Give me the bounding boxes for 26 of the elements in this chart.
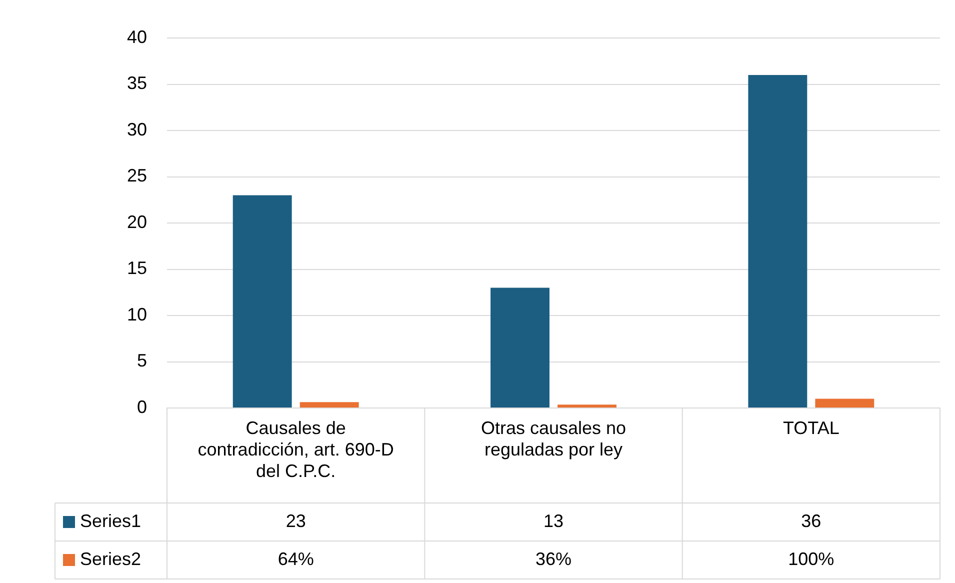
y-tick-label: 30	[126, 119, 147, 140]
y-tick-label: 10	[126, 304, 147, 324]
data-label: 100%	[788, 548, 834, 569]
y-tick-label: 35	[126, 73, 147, 94]
y-tick-label: 15	[126, 258, 147, 278]
x-tick-label: Otras causales no reguladas por ley	[480, 418, 626, 460]
x-tick-label: TOTAL	[782, 418, 840, 438]
x-tick-label: Causales de contradicción, art. 690-D del C.P.C.	[198, 418, 394, 481]
legend-label: Series1	[80, 510, 142, 531]
bar	[300, 402, 359, 408]
bar	[490, 288, 550, 408]
y-tick-label: 0	[136, 396, 147, 417]
data-label: 64%	[278, 548, 314, 569]
y-tick-label: 20	[126, 212, 147, 232]
y-tick-label: 5	[136, 350, 147, 371]
y-tick-label: 40	[126, 26, 147, 47]
y-tick-label: 25	[126, 166, 147, 186]
legend-label: Series2	[80, 548, 142, 569]
data-label: 13	[543, 510, 564, 531]
data-label: 36	[801, 510, 822, 531]
bar	[558, 404, 616, 408]
bar	[748, 75, 808, 408]
bar	[815, 398, 874, 408]
bar	[232, 195, 292, 408]
data-label: 23	[286, 510, 306, 531]
data-label: 36%	[535, 548, 572, 569]
